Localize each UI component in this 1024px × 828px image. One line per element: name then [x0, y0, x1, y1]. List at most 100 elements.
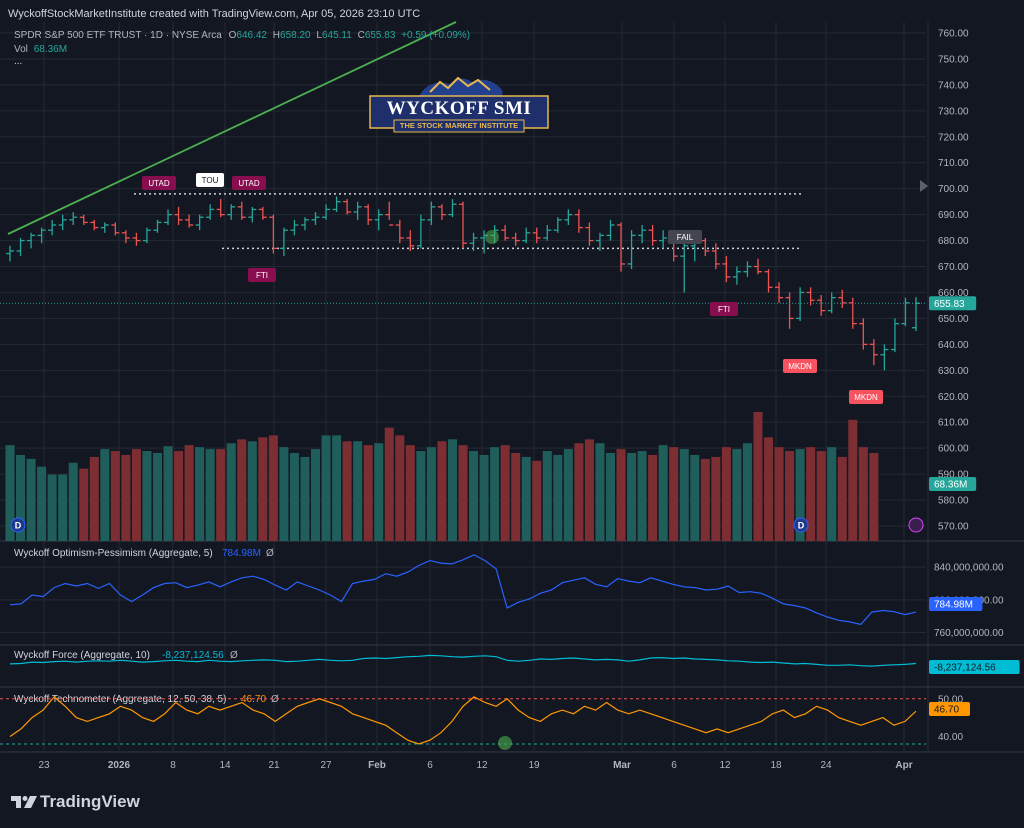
time-axis[interactable]: 23 2026 8 14 21 27 Feb 6 12 19 Mar 6 12 18 24 Apr — [38, 760, 912, 771]
technometer-line — [9, 696, 917, 745]
volume-bar — [384, 427, 394, 541]
ohlc-bar — [869, 339, 878, 366]
uptrend-line[interactable] — [7, 21, 457, 235]
wop-title: Wyckoff Optimism-Pessimism (Aggregate, 5… — [14, 548, 213, 559]
ohlc-bar — [912, 297, 920, 332]
volume-bar — [300, 456, 310, 541]
axis-badge-box — [929, 660, 1020, 674]
volume-bar — [205, 449, 215, 541]
technometer-tick-label: 50.00 — [938, 694, 963, 705]
volume-bar — [532, 460, 542, 541]
time-tick-label: 21 — [268, 760, 280, 771]
time-tick-label: 23 — [38, 760, 50, 771]
symbol-legend[interactable]: SPDR S&P 500 ETF TRUST · 1D · NYSE Arca … — [14, 30, 470, 41]
price-tick-label: 630.00 — [938, 366, 969, 377]
ohlc-bar — [132, 232, 141, 246]
ohlc-bar — [753, 258, 762, 275]
ohlc-bar — [764, 269, 773, 293]
volume-bar — [658, 445, 668, 541]
oversold-marker — [498, 736, 512, 750]
ohlc-bar — [501, 225, 510, 241]
wyckoff-annotations: UTAD TOU UTAD FTI FAIL FTI MKDN MKDN — [142, 173, 883, 404]
volume-bar — [563, 449, 573, 541]
ohlc-bar — [564, 209, 573, 226]
ohlc-bar — [448, 199, 457, 218]
ohlc-bar — [416, 214, 425, 249]
volume-bar — [437, 441, 447, 541]
volume-bar — [5, 445, 15, 541]
axis-badge-box — [929, 296, 977, 311]
tradingview-logo[interactable]: TradingView — [10, 792, 140, 812]
time-tick-label: 19 — [528, 760, 540, 771]
volume-bar — [837, 456, 847, 541]
price-tick-label: 700.00 — [938, 184, 969, 195]
volume-bar — [806, 447, 816, 541]
volume-bar — [679, 449, 689, 541]
ohlc-bar — [901, 297, 910, 327]
force-eye-icon: Ø — [230, 650, 238, 661]
volume-bar — [584, 439, 594, 541]
volume-label: Vol — [14, 44, 28, 55]
annotation-box — [196, 173, 224, 187]
ohlc-bar — [164, 209, 173, 226]
ohlc-bar — [680, 237, 689, 293]
event-badge-icon — [908, 517, 924, 533]
volume-bar — [184, 445, 194, 541]
volume-bar — [816, 451, 826, 541]
fail-label: FAIL — [668, 230, 702, 244]
price-tick-label: 620.00 — [938, 392, 969, 403]
tou-label: TOU — [196, 173, 224, 187]
volume-bar — [195, 447, 205, 541]
volume-bar — [353, 441, 363, 541]
volume-bar — [37, 466, 47, 541]
trend-line[interactable] — [7, 21, 457, 235]
volume-bar — [469, 451, 479, 541]
force-line — [9, 654, 917, 667]
logo-title: WYCKOFF SMI — [386, 98, 532, 119]
volume-bar — [342, 441, 352, 541]
fti-label: FTI — [710, 302, 738, 316]
wop-line — [9, 554, 917, 626]
volume-bar — [58, 474, 68, 541]
ohlc-bar — [332, 196, 341, 213]
ohlc-bar — [743, 261, 752, 277]
price-axis[interactable]: 760.00 750.00 740.00 730.00 720.00 710.00 700.… — [929, 29, 1020, 743]
ohlc-bar — [459, 201, 467, 249]
annotation-box — [783, 359, 817, 373]
ohlc-bar — [322, 204, 331, 220]
price-tick-label: 580.00 — [938, 496, 969, 507]
volume-bar — [858, 447, 868, 541]
price-tick-label: 590.00 — [938, 470, 969, 481]
ohlc-bar — [648, 225, 657, 246]
volume-bar — [226, 443, 236, 541]
volume-bar — [310, 449, 321, 541]
ohlc-bar — [385, 201, 394, 226]
time-tick-label: Feb — [368, 760, 386, 771]
open-value: 646.42 — [236, 30, 267, 41]
fti-label: FTI — [248, 268, 276, 282]
axis-badge-text: 46.70 — [934, 705, 959, 716]
ohlc-bar — [711, 243, 720, 270]
annotation-box — [142, 176, 176, 190]
annotation-text: MKDN — [788, 362, 812, 371]
volume-bar — [627, 453, 637, 541]
price-tick-label: 750.00 — [938, 54, 969, 65]
more-button[interactable]: ... — [14, 56, 23, 67]
mkdn-label: MKDN — [849, 390, 883, 404]
bull-bear-emblem-icon — [369, 76, 549, 133]
ohlc-bar — [58, 214, 67, 231]
ohlc-bar — [90, 219, 99, 231]
volume-legend[interactable]: Vol 68.36M — [14, 44, 67, 55]
volume-bar — [605, 453, 616, 541]
annotation-text: UTAD — [238, 179, 259, 188]
volume-bar — [332, 435, 342, 541]
ohlc-bar — [511, 232, 520, 246]
axis-badge-box — [929, 702, 970, 716]
technometer-value: 46.70 — [241, 694, 266, 705]
ohlc-bar — [269, 214, 278, 254]
volume-bar — [595, 443, 605, 541]
time-tick-label: 6 — [427, 760, 433, 771]
high-label: H — [272, 30, 281, 41]
price-tick-label: 610.00 — [938, 418, 969, 429]
